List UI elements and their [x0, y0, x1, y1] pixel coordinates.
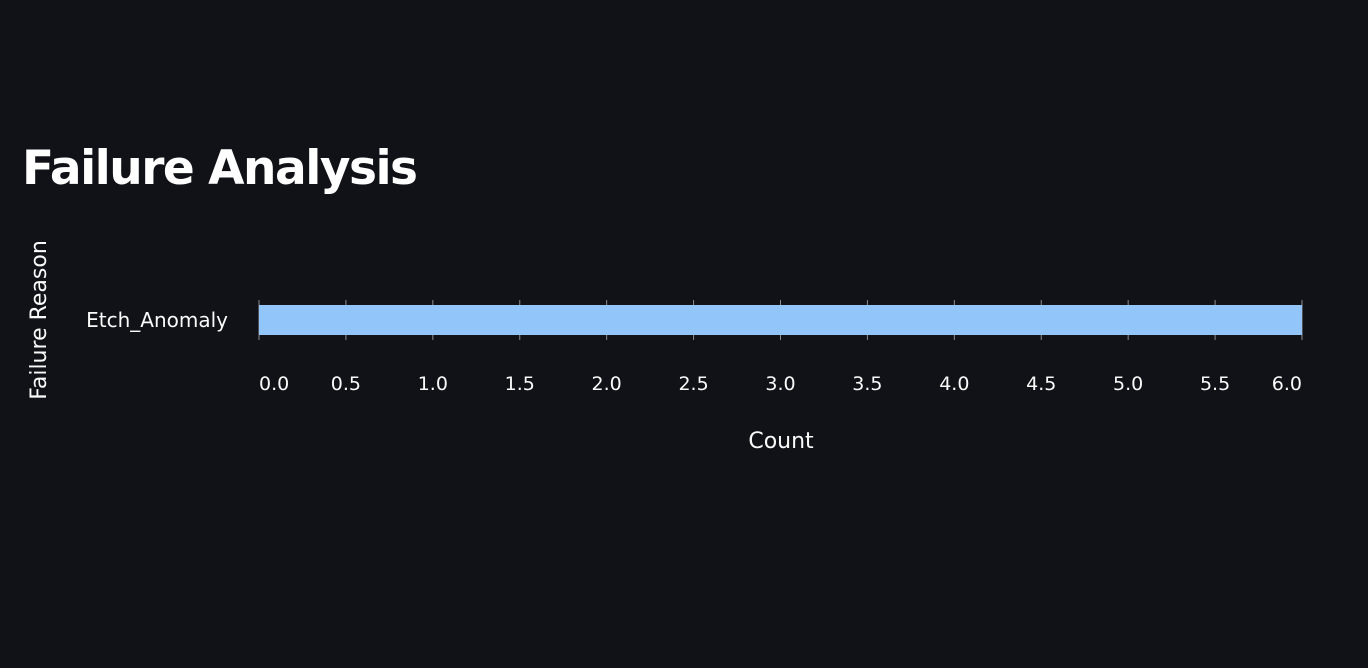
bar-etch-anomaly [259, 305, 1302, 335]
x-tick-label: 1.0 [418, 373, 448, 395]
x-tick-label: 4.5 [1026, 373, 1056, 395]
page-title: Failure Analysis [22, 141, 418, 196]
x-tick-label: 4.0 [939, 373, 969, 395]
x-tick-label: 3.0 [765, 373, 795, 395]
x-tick-label: 0.5 [331, 373, 361, 395]
x-tick-label: 3.5 [852, 373, 882, 395]
x-tick-label: 5.5 [1200, 373, 1230, 395]
x-tick-labels: 0.0 0.5 1.0 1.5 2.0 2.5 3.0 3.5 4.0 4.5 5.0 5.5 6.0 [259, 373, 1302, 395]
y-tick-label: Etch_Anomaly [86, 308, 228, 332]
x-tick-label: 1.5 [505, 373, 535, 395]
y-tick-labels: Etch_Anomaly [86, 308, 228, 332]
x-axis-title: Count [748, 429, 814, 454]
x-tick-label: 6.0 [1272, 373, 1302, 395]
x-tick-label: 2.0 [592, 373, 622, 395]
bars [259, 305, 1302, 335]
x-tick-label: 2.5 [678, 373, 708, 395]
x-tick-label: 0.0 [259, 373, 289, 395]
y-axis-title: Failure Reason [27, 240, 52, 400]
x-tick-label: 5.0 [1113, 373, 1143, 395]
